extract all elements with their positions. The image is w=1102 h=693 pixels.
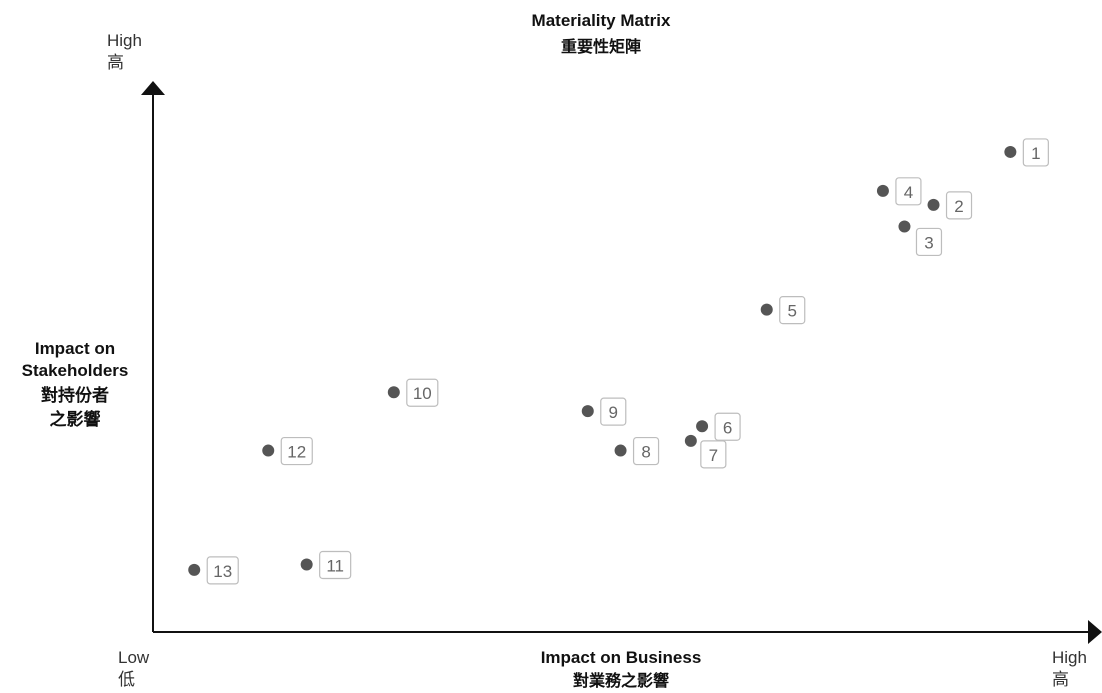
x-axis-label: Impact on Business: [541, 648, 702, 667]
point-marker-5: [760, 303, 773, 316]
data-point-9: 9: [581, 397, 627, 426]
point-label-box-4: [895, 177, 922, 206]
point-marker-3: [898, 220, 911, 233]
point-label-2: 2: [954, 197, 963, 216]
point-marker-6: [696, 420, 709, 433]
point-label-12: 12: [287, 443, 306, 462]
data-point-8: 8: [614, 436, 660, 466]
data-point-4: 4: [876, 177, 922, 206]
point-marker-1: [1004, 145, 1017, 158]
y-high-label: High: [107, 31, 142, 50]
data-point-2: 2: [927, 191, 973, 220]
point-marker-11: [300, 558, 313, 571]
point-label-5: 5: [788, 302, 797, 321]
point-label-4: 4: [904, 183, 913, 202]
point-label-11: 11: [326, 557, 344, 576]
point-marker-4: [876, 184, 889, 197]
point-label-10: 10: [413, 384, 432, 403]
chart-title: Materiality Matrix: [532, 11, 671, 30]
point-marker-10: [387, 386, 400, 399]
y-axis-label-zh-line2: 之影響: [50, 409, 101, 429]
point-marker-7: [684, 434, 697, 447]
x-axis-label-zh: 對業務之影響: [573, 671, 669, 690]
point-label-box-8: [632, 436, 660, 466]
data-point-12: 12: [262, 436, 313, 466]
data-point-7: 7: [684, 434, 727, 469]
y-axis-arrow: [141, 81, 165, 95]
point-marker-8: [614, 444, 627, 457]
point-label-box-10: [406, 378, 439, 407]
chart-title-zh: 重要性矩陣: [561, 37, 641, 56]
point-label-13: 13: [213, 562, 232, 581]
point-label-box-11: [319, 550, 352, 580]
point-marker-9: [581, 405, 594, 418]
point-label-box-2: [945, 191, 973, 220]
point-label-3: 3: [924, 233, 933, 252]
point-label-box-9: [600, 397, 627, 426]
point-label-6: 6: [723, 418, 732, 437]
x-low-label-zh: 低: [118, 670, 135, 689]
point-marker-12: [262, 444, 275, 457]
data-point-5: 5: [760, 296, 806, 325]
point-marker-2: [927, 198, 940, 211]
x-low-label: Low: [118, 648, 150, 667]
y-axis-label-line1: Impact on: [35, 339, 115, 358]
point-label-7: 7: [709, 446, 718, 465]
point-label-box-13: [206, 556, 239, 585]
point-label-box-1: [1022, 138, 1049, 167]
point-marker-13: [188, 563, 201, 576]
point-label-box-7: [700, 440, 727, 469]
y-axis-label-line2: Stakeholders: [22, 361, 129, 380]
point-label-1: 1: [1031, 144, 1040, 163]
data-point-3: 3: [898, 220, 943, 257]
y-high-label-zh: 高: [107, 53, 124, 72]
point-label-box-5: [779, 296, 806, 325]
x-high-label: High: [1052, 648, 1087, 667]
point-label-box-3: [915, 227, 943, 257]
data-point-10: 10: [387, 378, 439, 407]
data-point-11: 11: [300, 550, 352, 580]
y-axis-label-zh-line1: 對持份者: [41, 385, 109, 405]
point-label-box-12: [280, 436, 313, 466]
data-point-13: 13: [188, 556, 239, 585]
point-label-8: 8: [641, 443, 650, 462]
point-label-box-6: [714, 412, 741, 441]
x-high-label-zh: 高: [1052, 670, 1069, 689]
x-axis-arrow: [1088, 620, 1102, 644]
data-point-6: 6: [696, 412, 741, 441]
point-label-9: 9: [609, 403, 618, 422]
data-point-1: 1: [1004, 138, 1049, 167]
